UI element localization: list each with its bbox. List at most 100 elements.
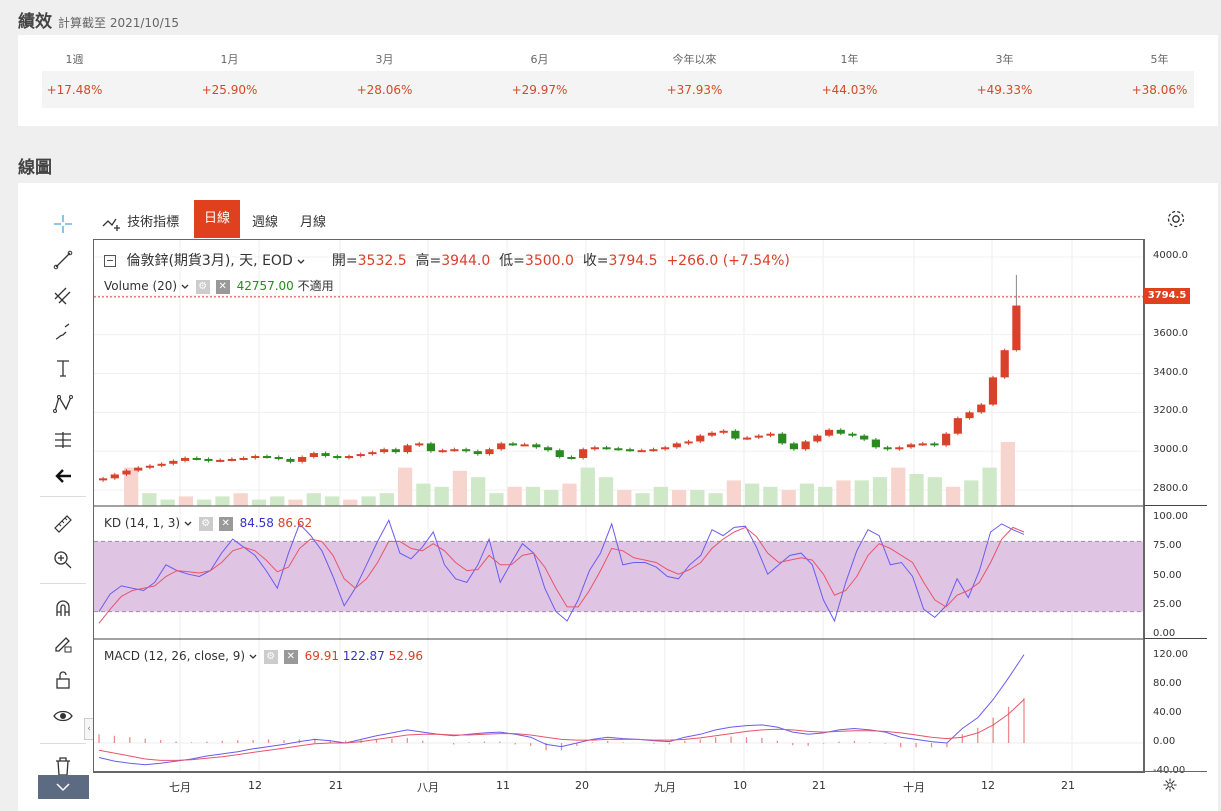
- performance-value-2: +28.06%: [356, 83, 413, 97]
- price-legend: 倫敦鋅(期貨3月), 天, EOD 開=3532.5 高=3944.0 低=35…: [104, 250, 790, 270]
- chevron-down-icon[interactable]: [184, 521, 192, 527]
- kd-tick-label: 75.00: [1153, 540, 1182, 552]
- volume-bar: [836, 480, 851, 506]
- candle: [579, 449, 588, 458]
- candle: [473, 451, 482, 455]
- chevron-down-icon[interactable]: [249, 654, 257, 660]
- brush-icon[interactable]: [52, 321, 74, 343]
- performance-subtitle: 計算截至 2021/10/15: [58, 16, 179, 30]
- ruler-icon[interactable]: [52, 513, 74, 535]
- candle: [918, 443, 927, 446]
- volume-bar: [471, 477, 486, 506]
- volume-bar: [891, 467, 906, 506]
- tab-monthly[interactable]: 月線: [300, 215, 327, 230]
- candle: [239, 457, 248, 460]
- volume-bar: [525, 486, 541, 506]
- tab-weekly[interactable]: 週線: [252, 215, 279, 230]
- candle: [883, 447, 892, 450]
- pencil-lock-icon[interactable]: [52, 633, 74, 655]
- magnet-icon[interactable]: [52, 597, 74, 619]
- price-tick-label: 3400.0: [1153, 366, 1188, 378]
- kd-settings-icon[interactable]: ⚙: [198, 516, 213, 531]
- volume-legend: Volume (20) ⚙ ✕ 42757.00 不適用: [104, 277, 334, 294]
- candle: [555, 450, 564, 457]
- candle: [497, 443, 506, 450]
- eye-icon[interactable]: [52, 705, 74, 727]
- kd-d-line: [98, 526, 1025, 624]
- candle: [988, 377, 998, 405]
- price-tick-label: 2800.0: [1153, 483, 1188, 494]
- kd-label[interactable]: KD (14, 1, 3): [104, 516, 181, 530]
- performance-value-4: +37.93%: [666, 83, 723, 97]
- candle: [298, 456, 307, 462]
- candle: [977, 404, 986, 413]
- volume-close-icon[interactable]: ✕: [215, 279, 230, 294]
- chevron-down-icon[interactable]: [181, 284, 189, 290]
- settings-gear-icon[interactable]: [1165, 208, 1187, 230]
- measure-icon[interactable]: [52, 429, 74, 451]
- candle: [637, 450, 646, 453]
- volume-bar: [745, 483, 760, 506]
- x-tick-label: 十月: [903, 781, 925, 794]
- performance-value-3: +29.97%: [511, 83, 568, 97]
- chart-plot-area[interactable]: 倫敦鋅(期貨3月), 天, EOD 開=3532.5 高=3944.0 低=35…: [93, 239, 1145, 773]
- kd-close-icon[interactable]: ✕: [218, 516, 233, 531]
- chevron-down-icon[interactable]: [297, 259, 305, 265]
- kd-tick-label: 100.00: [1153, 511, 1188, 522]
- performance-title-text: 績效: [18, 12, 52, 32]
- fib-lines-icon[interactable]: [52, 285, 74, 307]
- zoom-in-icon[interactable]: [52, 549, 74, 571]
- tab-daily[interactable]: 日線: [194, 200, 241, 238]
- macd-label[interactable]: MACD (12, 26, close, 9): [104, 649, 246, 663]
- toolbar-collapse-button[interactable]: [38, 775, 89, 799]
- y-axis[interactable]: 4000.03800.03600.03400.03200.03000.02800…: [1143, 239, 1207, 776]
- symbol-name[interactable]: 倫敦鋅(期貨3月), 天, EOD: [126, 253, 293, 269]
- text-tool-icon[interactable]: [52, 357, 74, 379]
- pattern-icon[interactable]: [52, 393, 74, 415]
- macd-settings-icon[interactable]: ⚙: [263, 649, 278, 664]
- candle: [661, 447, 670, 450]
- x-tick-label: 21: [812, 779, 826, 792]
- arrow-left-icon[interactable]: [52, 465, 74, 487]
- volume-label[interactable]: Volume (20): [104, 279, 178, 293]
- candle: [953, 418, 962, 434]
- volume-bar: [233, 493, 248, 506]
- candle: [766, 433, 775, 436]
- candle: [1012, 305, 1021, 351]
- trend-line-icon[interactable]: [52, 249, 74, 271]
- performance-header-4: 今年以來: [672, 53, 717, 66]
- indicator-icon: [102, 218, 120, 231]
- unlock-icon[interactable]: [52, 669, 74, 691]
- macd-v1: 69.91: [304, 649, 339, 663]
- macd-close-icon[interactable]: ✕: [283, 649, 298, 664]
- macd-tick-label: 0.00: [1153, 736, 1176, 747]
- volume-bar: [854, 480, 869, 506]
- performance-value-5: +44.03%: [821, 83, 878, 97]
- trash-icon[interactable]: [52, 755, 74, 777]
- crosshair-icon[interactable]: [52, 213, 74, 235]
- candle: [227, 458, 236, 461]
- candle: [110, 474, 119, 479]
- macd-tick-label: 40.00: [1153, 707, 1182, 718]
- volume-bar: [434, 486, 449, 506]
- volume-bar: [452, 470, 468, 506]
- candle: [145, 465, 155, 468]
- price-tick-label: 3000.0: [1153, 444, 1188, 456]
- volume-bar: [270, 496, 285, 506]
- indicators-button[interactable]: 技術指標: [101, 207, 179, 239]
- candle: [696, 435, 705, 442]
- volume-bar: [178, 496, 194, 506]
- collapse-square-icon[interactable]: [104, 255, 116, 267]
- performance-title: 績效 計算截至 2021/10/15: [18, 7, 179, 32]
- kd-d-value: 86.62: [277, 516, 313, 530]
- chevron-down-icon: [56, 783, 70, 792]
- x-tick-label: 10: [733, 779, 747, 792]
- candle: [567, 456, 576, 459]
- chart-section-title: 線圖: [18, 158, 52, 178]
- axis-settings-icon[interactable]: [1162, 777, 1178, 793]
- x-tick-label: 11: [496, 779, 510, 792]
- volume-bar: [215, 496, 230, 506]
- candle: [848, 433, 857, 436]
- candle: [906, 444, 916, 448]
- volume-settings-icon[interactable]: ⚙: [195, 279, 210, 294]
